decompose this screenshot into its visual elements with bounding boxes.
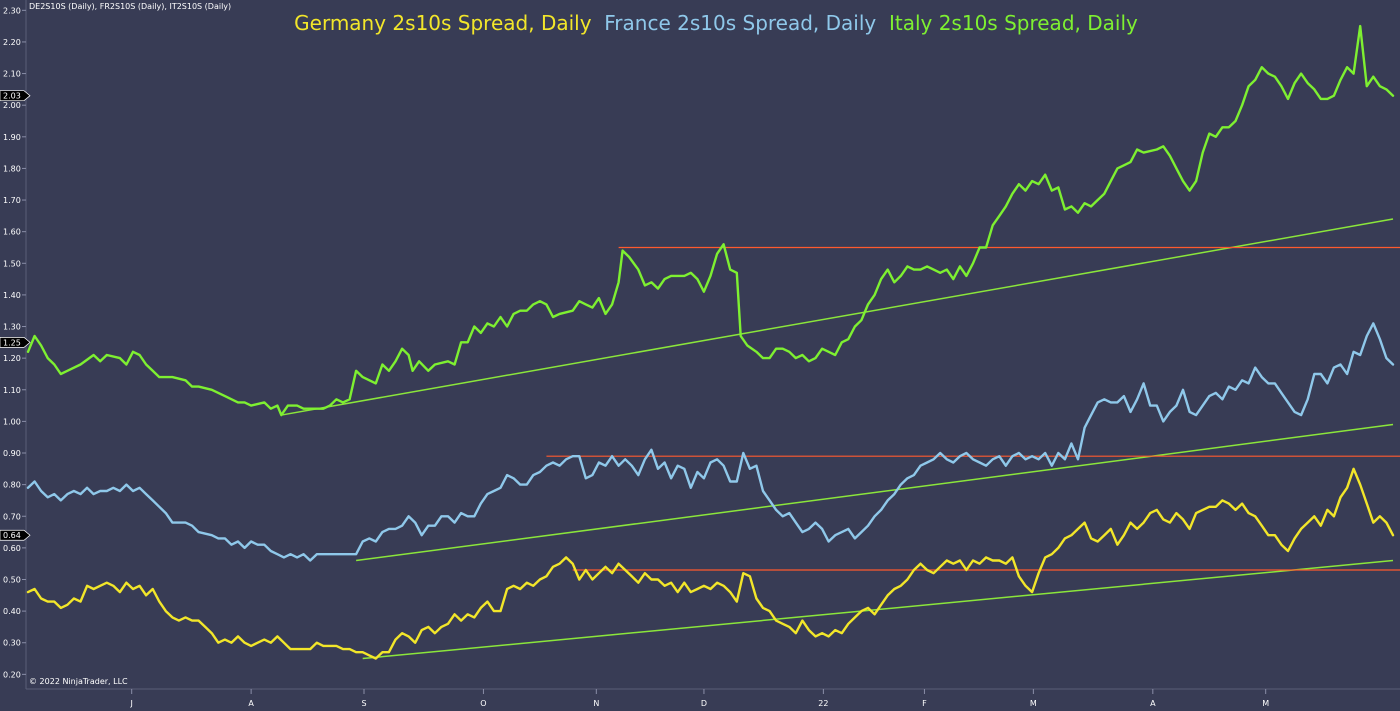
germany-title: Germany 2s10s Spread, Daily <box>294 11 592 35</box>
x-tick-label: F <box>922 699 927 708</box>
x-tick-label: S <box>361 699 366 708</box>
france-last-value-label: 1.25 <box>3 338 21 347</box>
y-tick-label: 1.00 <box>3 417 21 426</box>
x-tick-label: 22 <box>818 699 828 708</box>
x-tick-label: O <box>480 699 486 708</box>
italy-last-value-badge <box>0 90 31 102</box>
x-tick-label: N <box>593 699 599 708</box>
x-tick-label: A <box>1150 699 1156 708</box>
y-axis-ticks: 0.20 0.30 0.40 0.50 0.60 0.70 0.80 0.90 1.00 1.10… <box>3 6 26 679</box>
y-tick-label: 1.90 <box>3 133 21 142</box>
guide-lines <box>281 218 1400 660</box>
instruments-label: DE2S10S (Daily), FR2S10S (Daily), IT2S10… <box>29 2 231 11</box>
y-tick-label: 0.90 <box>3 449 21 458</box>
chart-title: Germany 2s10s Spread, Daily France 2s10s… <box>294 11 1138 35</box>
last-value-badges: 2.03 1.25 0.64 <box>0 90 31 541</box>
y-tick-label: 1.80 <box>3 164 21 173</box>
germany-last-value-badge <box>0 529 31 541</box>
y-tick-label: 2.30 <box>3 6 21 15</box>
italy-series-line <box>26 24 1395 417</box>
y-tick-label: 2.20 <box>3 38 21 47</box>
y-tick-label: 0.20 <box>3 670 21 679</box>
x-tick-label: M <box>1262 699 1269 708</box>
italy-trendline <box>281 218 1394 416</box>
france-title: France 2s10s Spread, Daily <box>592 11 877 35</box>
x-axis-ticks: J A S O N D 22 F M A M <box>130 689 1269 708</box>
copyright-text: © 2022 NinjaTrader, LLC <box>29 677 128 686</box>
y-tick-label: 0.80 <box>3 481 21 490</box>
x-tick-label: J <box>130 699 133 708</box>
y-tick-label: 0.50 <box>3 575 21 584</box>
germany-series-line <box>26 467 1395 660</box>
series-lines <box>26 24 1395 660</box>
y-tick-label: 1.70 <box>3 196 21 205</box>
france-trendline <box>356 423 1394 562</box>
y-tick-label: 0.70 <box>3 512 21 521</box>
y-tick-label: 0.40 <box>3 607 21 616</box>
italy-title: Italy 2s10s Spread, Daily <box>876 11 1138 35</box>
y-tick-label: 1.10 <box>3 386 21 395</box>
y-tick-label: 1.60 <box>3 228 21 237</box>
x-tick-label: A <box>248 699 254 708</box>
france-last-value-badge <box>0 336 31 348</box>
y-tick-label: 1.30 <box>3 323 21 332</box>
y-tick-label: 2.00 <box>3 101 21 110</box>
y-tick-label: 1.20 <box>3 354 21 363</box>
y-tick-label: 0.30 <box>3 639 21 648</box>
y-tick-label: 0.60 <box>3 544 21 553</box>
x-tick-label: D <box>701 699 707 708</box>
y-tick-label: 1.40 <box>3 291 21 300</box>
x-tick-label: M <box>1030 699 1037 708</box>
italy-last-value-label: 2.03 <box>3 92 21 101</box>
germany-last-value-label: 0.64 <box>3 531 21 540</box>
france-series-line <box>26 322 1395 562</box>
y-tick-label: 2.10 <box>3 70 21 79</box>
y-tick-label: 1.50 <box>3 259 21 268</box>
